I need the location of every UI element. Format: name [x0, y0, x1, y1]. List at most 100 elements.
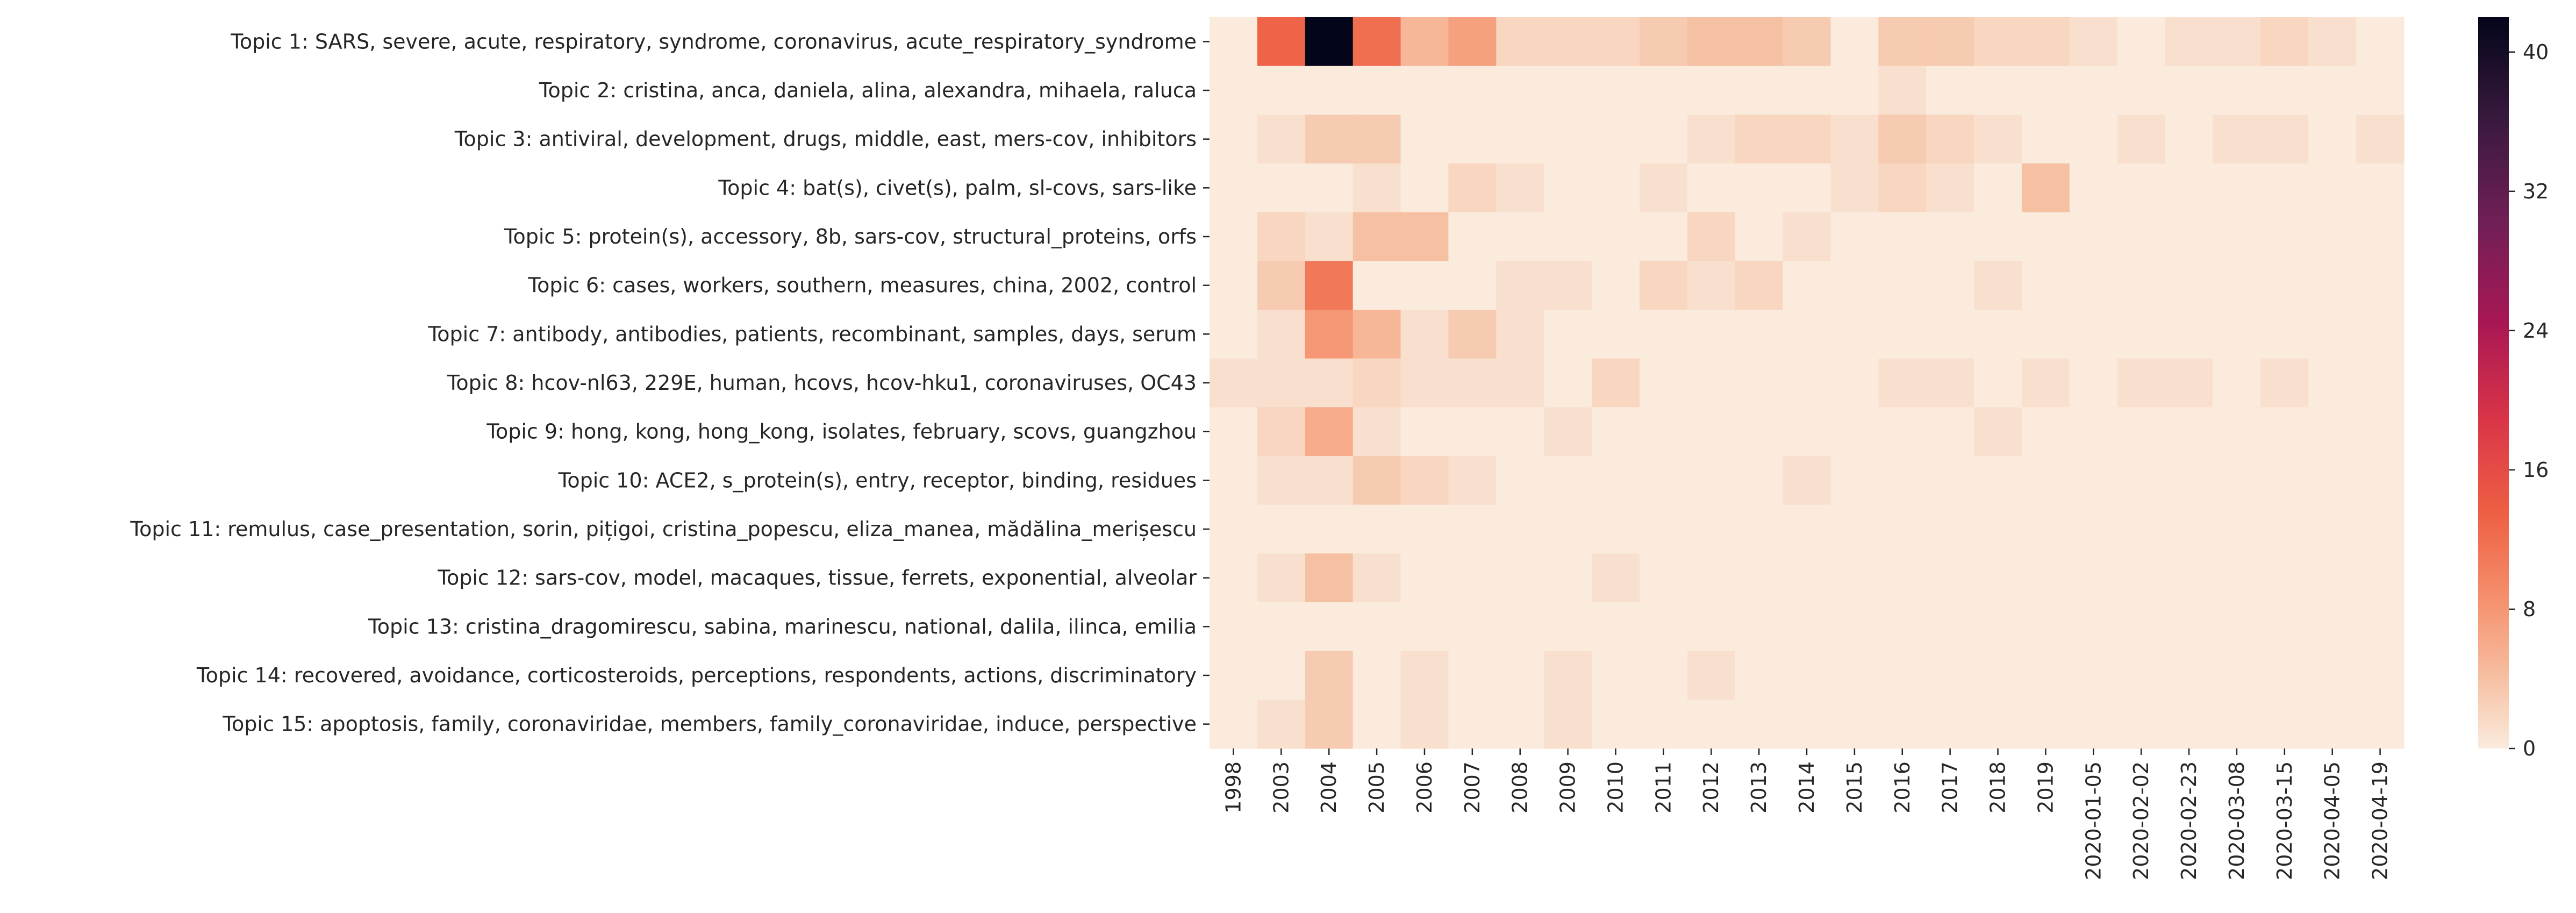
- heatmap-cell: [1687, 504, 1736, 554]
- heatmap-cell: [2069, 66, 2118, 115]
- heatmap-cell: [2308, 115, 2357, 164]
- heatmap-cell: [1830, 115, 1879, 164]
- heatmap-cell: [1353, 504, 1401, 554]
- y-tick-label: Topic 6: cases, workers, southern, measu…: [527, 274, 1197, 297]
- heatmap-cell: [2356, 700, 2405, 749]
- heatmap-cell: [1448, 407, 1497, 457]
- colorbar: 0 8 16 24 32 40: [2478, 17, 2549, 760]
- heatmap-cell: [2069, 17, 2118, 67]
- heatmap-cell: [1878, 261, 1927, 310]
- heatmap-cell: [1257, 17, 1306, 67]
- heatmap-cell: [2213, 700, 2261, 749]
- heatmap-cell: [1305, 212, 1354, 261]
- y-tick-label: Topic 9: hong, kong, hong_kong, isolates…: [486, 420, 1197, 444]
- heatmap-cell: [1353, 115, 1401, 164]
- heatmap-cell: [1353, 17, 1401, 67]
- x-tick-label: 2010: [1604, 761, 1627, 814]
- heatmap-cell: [1496, 407, 1544, 457]
- heatmap-cell: [1735, 66, 1784, 115]
- x-tick-label: 2020-03-15: [2273, 761, 2296, 880]
- heatmap-cell: [1974, 504, 2022, 554]
- heatmap-cell: [2356, 163, 2405, 213]
- x-tick-label: 2004: [1317, 761, 1341, 814]
- heatmap-cell: [1783, 651, 1831, 700]
- heatmap-cell: [1353, 310, 1401, 359]
- heatmap-cell: [1544, 310, 1592, 359]
- heatmap-cell: [1974, 651, 2022, 700]
- heatmap-cell: [1400, 115, 1449, 164]
- heatmap-cell: [2260, 310, 2309, 359]
- heatmap-cell: [1639, 504, 1688, 554]
- heatmap-cell: [2308, 310, 2357, 359]
- heatmap-cell: [1926, 407, 1974, 457]
- heatmap-cell: [2356, 456, 2405, 505]
- heatmap-cell: [1878, 504, 1927, 554]
- y-tick-label: Topic 13: cristina_dragomirescu, sabina,…: [368, 615, 1197, 638]
- heatmap-cell: [1926, 261, 1974, 310]
- heatmap-cell: [1878, 163, 1927, 213]
- heatmap-cell: [1544, 407, 1592, 457]
- heatmap-cell: [2117, 602, 2166, 652]
- heatmap-cell: [1926, 115, 1974, 164]
- y-tick-label: Topic 12: sars-cov, model, macaques, tis…: [437, 566, 1197, 590]
- heatmap-cell: [1448, 553, 1497, 603]
- heatmap-cell: [1210, 212, 1258, 261]
- heatmap-cell: [1687, 407, 1736, 457]
- heatmap-cell: [1257, 358, 1306, 408]
- heatmap-cell: [1639, 553, 1688, 603]
- heatmap-cell: [2165, 66, 2214, 115]
- heatmap-cell: [1830, 553, 1879, 603]
- heatmap-cell: [1400, 212, 1449, 261]
- heatmap-cell: [1496, 212, 1544, 261]
- heatmap-cell: [1926, 700, 1974, 749]
- heatmap-cell: [1735, 407, 1784, 457]
- heatmap-cell: [1735, 553, 1784, 603]
- heatmap-cell: [1735, 602, 1784, 652]
- heatmap-cell: [1687, 66, 1736, 115]
- heatmap-cell: [1783, 66, 1831, 115]
- heatmap-cell: [2165, 163, 2214, 213]
- heatmap-cell: [2021, 212, 2070, 261]
- heatmap-cell: [2308, 212, 2357, 261]
- heatmap-cell: [1400, 407, 1449, 457]
- heatmap-cell: [1353, 212, 1401, 261]
- x-tick-label: 2013: [1747, 761, 1771, 814]
- colorbar-tick-label: 16: [2523, 458, 2549, 482]
- heatmap-cell: [2308, 602, 2357, 652]
- x-tick-label: 2006: [1413, 761, 1436, 814]
- heatmap-cell: [2356, 212, 2405, 261]
- heatmap-cell: [1926, 17, 1974, 67]
- heatmap-cell: [2260, 700, 2309, 749]
- heatmap-cell: [2260, 504, 2309, 554]
- heatmap-cell: [2213, 407, 2261, 457]
- heatmap-cell: [1926, 163, 1974, 213]
- heatmap-cell: [1448, 310, 1497, 359]
- heatmap-cell: [1926, 504, 1974, 554]
- heatmap-cell: [1830, 212, 1879, 261]
- x-tick-label: 2009: [1556, 761, 1580, 814]
- heatmap-cell: [1783, 553, 1831, 603]
- heatmap-cell: [1353, 456, 1401, 505]
- heatmap-cell: [2165, 358, 2214, 408]
- heatmap-cell: [1735, 700, 1784, 749]
- heatmap-cell: [1353, 651, 1401, 700]
- heatmap-cell: [2260, 602, 2309, 652]
- heatmap-cell: [2165, 212, 2214, 261]
- heatmap-cell: [1687, 115, 1736, 164]
- heatmap-cell: [2069, 700, 2118, 749]
- heatmap-cell: [1974, 358, 2022, 408]
- heatmap-cell: [1592, 358, 1640, 408]
- heatmap-cell: [1305, 651, 1354, 700]
- heatmap-cell: [2356, 407, 2405, 457]
- y-tick-label: Topic 14: recovered, avoidance, corticos…: [196, 664, 1197, 687]
- heatmap-cell: [1592, 651, 1640, 700]
- heatmap-cell: [1496, 261, 1544, 310]
- heatmap-cell: [1257, 66, 1306, 115]
- heatmap-cell: [1210, 310, 1258, 359]
- heatmap-cell: [2117, 651, 2166, 700]
- heatmap-cell: [1496, 115, 1544, 164]
- heatmap-cell: [2117, 504, 2166, 554]
- heatmap-cell: [2356, 261, 2405, 310]
- heatmap-cell: [1496, 163, 1544, 213]
- heatmap-cell: [1210, 115, 1258, 164]
